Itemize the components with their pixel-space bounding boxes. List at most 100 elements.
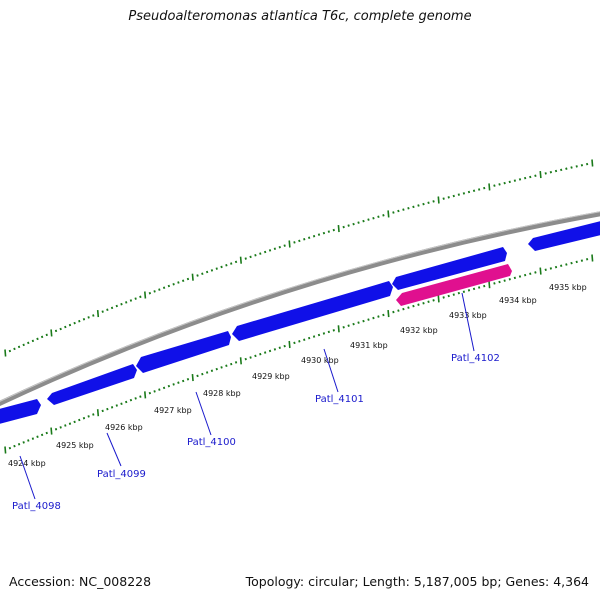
gene-label[interactable]: Patl_4098 [12, 501, 61, 512]
gene-feature[interactable] [47, 364, 137, 405]
gene-feature[interactable] [528, 220, 600, 251]
minor-tick [259, 352, 262, 356]
genome-summary-text: Topology: circular; Length: 5,187,005 bp… [245, 574, 589, 589]
tick-label: 4924 kbp [8, 459, 46, 468]
minor-tick [493, 184, 496, 187]
major-tick [4, 446, 7, 454]
minor-tick [347, 224, 350, 227]
minor-tick [110, 306, 114, 310]
major-tick [191, 373, 194, 382]
minor-tick [362, 319, 365, 323]
minor-tick [186, 277, 190, 281]
minor-tick [560, 168, 563, 172]
tick-label: 4925 kbp [56, 441, 94, 450]
minor-tick [186, 378, 190, 381]
minor-tick [477, 188, 481, 191]
minor-tick [412, 304, 415, 308]
minor-tick [442, 197, 445, 200]
minor-tick [45, 333, 48, 337]
minor-tick [432, 299, 435, 302]
gene-labels: Patl_4098 Patl_4099 Patl_4100 Patl_4101 Patl… [12, 292, 500, 512]
gene-feature[interactable] [136, 331, 231, 373]
minor-tick [293, 341, 296, 345]
minor-tick [139, 395, 142, 398]
gene-feature[interactable] [392, 247, 507, 290]
minor-tick [82, 416, 86, 420]
minor-tick [317, 233, 321, 236]
tick-labels: 4924 kbp 4925 kbp 4926 kbp 4927 kbp 4928 kbp… [8, 283, 587, 468]
minor-tick [31, 339, 35, 343]
major-tick [539, 267, 542, 275]
major-tick [96, 409, 100, 417]
minor-tick [462, 290, 466, 293]
minor-tick [544, 172, 547, 175]
minor-tick [73, 321, 76, 325]
major-tick [437, 196, 440, 204]
minor-tick [560, 264, 563, 268]
minor-tick [452, 194, 455, 198]
minor-tick [120, 302, 123, 306]
minor-tick [210, 269, 214, 272]
major-tick [191, 273, 194, 281]
gene-label[interactable]: Patl_4102 [451, 353, 500, 364]
tick-label: 4928 kbp [203, 389, 241, 398]
gene-label[interactable]: Patl_4099 [97, 469, 146, 480]
minor-tick [483, 284, 486, 288]
minor-tick [205, 270, 209, 274]
gene-label[interactable]: Patl_4100 [187, 437, 236, 448]
minor-tick [134, 397, 137, 400]
minor-tick [513, 276, 517, 280]
major-tick [591, 159, 594, 167]
minor-tick [36, 435, 39, 438]
minor-tick [367, 318, 370, 321]
minor-tick [417, 303, 420, 306]
minor-tick [362, 219, 365, 223]
major-tick [4, 349, 7, 357]
minor-tick [534, 174, 537, 178]
minor-tick [249, 356, 252, 359]
minor-tick [230, 262, 233, 265]
minor-tick [352, 222, 355, 226]
minor-tick [45, 431, 48, 435]
minor-tick [549, 170, 553, 174]
gene-feature[interactable] [232, 281, 393, 341]
minor-tick [332, 329, 335, 332]
minor-tick [17, 345, 21, 349]
minor-tick [68, 422, 72, 425]
minor-tick [534, 271, 537, 274]
tick-label: 4926 kbp [105, 423, 143, 432]
gene-label[interactable]: Patl_4101 [315, 394, 364, 405]
minor-tick [472, 287, 476, 291]
gene-feature-patl-4102[interactable] [396, 264, 512, 306]
minor-tick [523, 176, 527, 180]
minor-tick [565, 167, 568, 170]
minor-tick [268, 249, 272, 252]
minor-tick [172, 282, 175, 286]
minor-tick [342, 225, 345, 229]
minor-tick [40, 433, 44, 437]
minor-tick [283, 244, 286, 247]
minor-tick [64, 424, 67, 427]
minor-tick [177, 381, 180, 384]
gene-feature[interactable] [0, 399, 41, 424]
minor-tick [201, 372, 204, 376]
major-tick [337, 325, 340, 333]
minor-tick [462, 192, 466, 195]
minor-tick [201, 272, 204, 276]
minor-tick [447, 294, 450, 298]
minor-tick [134, 297, 137, 300]
minor-tick [347, 324, 350, 327]
minor-tick [322, 332, 326, 335]
accession-text: Accession: NC_008228 [9, 574, 152, 589]
minor-tick [377, 315, 380, 318]
minor-tick [64, 325, 67, 329]
minor-tick [508, 180, 511, 184]
minor-tick [447, 196, 450, 199]
gene-leader-line [323, 348, 339, 393]
minor-tick [498, 183, 501, 186]
inner-tick-track [4, 254, 594, 454]
minor-tick [27, 439, 30, 442]
minor-tick [27, 341, 30, 345]
minor-tick [172, 383, 175, 386]
minor-tick [432, 200, 435, 203]
